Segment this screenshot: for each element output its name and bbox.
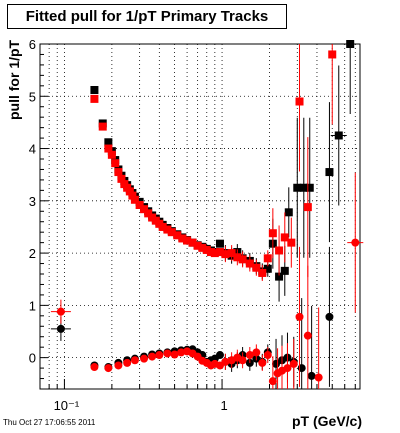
data-point bbox=[346, 40, 355, 48]
y-tick-label: 6 bbox=[29, 37, 36, 52]
data-point bbox=[328, 50, 337, 59]
data-point bbox=[238, 255, 247, 264]
data-point bbox=[56, 307, 65, 316]
data-point bbox=[275, 246, 284, 255]
data-point bbox=[123, 358, 132, 367]
y-tick-label: 0 bbox=[29, 351, 36, 366]
data-point bbox=[303, 203, 312, 212]
data-point bbox=[245, 259, 254, 268]
data-point bbox=[183, 236, 192, 245]
data-point bbox=[114, 361, 123, 370]
data-point bbox=[245, 351, 254, 360]
y-axis-label: pull for 1/pT bbox=[6, 39, 22, 120]
data-point bbox=[177, 348, 186, 357]
data-point bbox=[104, 144, 113, 153]
data-point bbox=[233, 253, 242, 262]
data-point bbox=[111, 159, 120, 168]
data-point bbox=[227, 249, 236, 258]
y-tick-label: 4 bbox=[29, 142, 36, 157]
data-point bbox=[144, 209, 153, 218]
data-point bbox=[210, 249, 219, 258]
y-tick-label: 3 bbox=[29, 194, 36, 209]
data-point bbox=[295, 97, 304, 106]
data-point bbox=[284, 208, 293, 217]
data-point bbox=[140, 354, 149, 363]
data-point bbox=[158, 222, 167, 231]
data-point bbox=[104, 138, 113, 147]
data-point bbox=[334, 131, 343, 140]
x-tick-label: 10⁻¹ bbox=[54, 398, 80, 413]
data-point bbox=[268, 229, 277, 238]
data-point bbox=[90, 94, 99, 103]
data-point bbox=[135, 201, 144, 209]
data-point bbox=[258, 268, 267, 277]
data-point bbox=[293, 183, 302, 192]
data-point bbox=[297, 364, 306, 373]
data-point bbox=[325, 312, 334, 321]
data-point bbox=[280, 266, 289, 275]
data-point bbox=[325, 168, 334, 177]
data-point bbox=[163, 225, 172, 234]
data-point bbox=[221, 357, 230, 366]
data-point bbox=[258, 358, 267, 367]
data-point bbox=[130, 195, 139, 204]
data-point bbox=[173, 231, 182, 240]
data-point bbox=[104, 364, 113, 373]
data-point bbox=[202, 245, 211, 254]
data-point bbox=[117, 174, 126, 183]
data-point bbox=[130, 356, 139, 365]
data-point bbox=[268, 377, 277, 386]
data-point bbox=[170, 350, 179, 359]
data-point bbox=[198, 243, 207, 252]
data-point bbox=[252, 348, 261, 357]
data-point bbox=[90, 363, 99, 372]
y-tick-label: 1 bbox=[29, 298, 36, 313]
data-point bbox=[295, 312, 304, 321]
data-point bbox=[221, 250, 230, 259]
data-point bbox=[140, 205, 149, 214]
data-point bbox=[90, 86, 99, 94]
data-point bbox=[215, 239, 224, 248]
data-point bbox=[148, 352, 157, 361]
data-point bbox=[56, 324, 65, 333]
data-point bbox=[188, 238, 197, 247]
data-point bbox=[155, 351, 164, 360]
data-point bbox=[238, 356, 247, 365]
data-point bbox=[128, 191, 137, 200]
chart-title-box: Fitted pull for 1/pT Primary Tracks bbox=[7, 4, 287, 29]
data-point bbox=[215, 351, 224, 360]
data-point bbox=[98, 122, 107, 131]
data-point bbox=[114, 168, 123, 177]
data-point bbox=[178, 234, 187, 243]
x-tick-label: 1 bbox=[220, 398, 227, 413]
data-point bbox=[299, 183, 308, 192]
chart-title: Fitted pull for 1/pT Primary Tracks bbox=[25, 8, 269, 25]
data-point bbox=[167, 228, 176, 237]
data-point bbox=[263, 264, 272, 273]
data-point bbox=[125, 187, 134, 196]
data-point bbox=[215, 248, 224, 257]
data-point bbox=[289, 359, 298, 368]
data-point bbox=[263, 351, 272, 360]
y-tick-label: 2 bbox=[29, 246, 36, 261]
data-point bbox=[252, 263, 261, 272]
data-point bbox=[193, 241, 202, 250]
data-point bbox=[275, 272, 284, 281]
timestamp: Thu Oct 27 17:06:55 2011 bbox=[3, 418, 96, 427]
y-tick-label: 5 bbox=[29, 89, 36, 104]
data-point bbox=[163, 349, 172, 358]
x-axis-label: pT (GeV/c) bbox=[291, 413, 362, 429]
data-point bbox=[280, 233, 289, 242]
data-point bbox=[287, 238, 296, 247]
data-point bbox=[263, 254, 272, 263]
data-point bbox=[351, 238, 360, 247]
data-point bbox=[303, 331, 312, 340]
data-point bbox=[283, 364, 292, 373]
data-point bbox=[314, 373, 323, 382]
data-point bbox=[307, 371, 316, 380]
data-point bbox=[107, 150, 116, 159]
data-point bbox=[305, 183, 314, 192]
